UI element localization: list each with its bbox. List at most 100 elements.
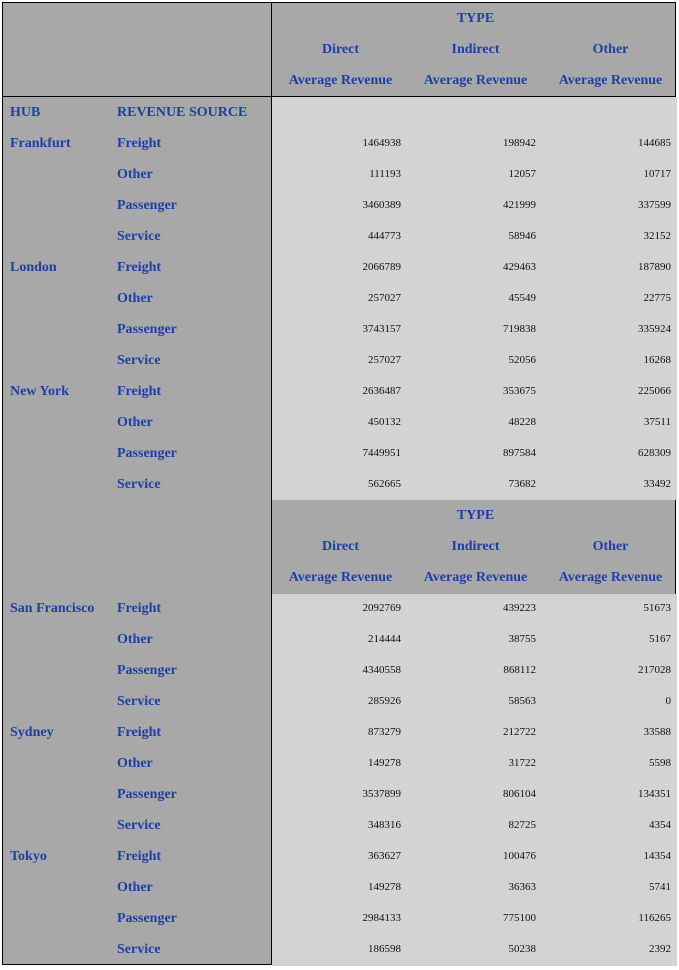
row-hub: Frankfurt <box>10 136 71 151</box>
row-hub <box>10 903 117 934</box>
cell-other: 4354 <box>649 819 671 831</box>
cell-other: 16268 <box>643 354 672 366</box>
cell-indirect: 73682 <box>508 478 537 490</box>
cell-indirect: 868112 <box>503 664 536 676</box>
row-revenue-source: Other <box>117 632 153 647</box>
cell-indirect: 36363 <box>508 881 537 893</box>
row-hub <box>10 686 117 717</box>
cell-other: 33588 <box>643 726 672 738</box>
row-hub: Sydney <box>10 725 54 740</box>
cell-direct: 363627 <box>368 850 401 862</box>
data-panel-2 <box>272 594 677 966</box>
header-other-2: Other <box>592 539 629 554</box>
cell-indirect: 421999 <box>503 199 536 211</box>
cell-other: 335924 <box>638 323 671 335</box>
row-revenue-source: Service <box>117 942 161 957</box>
cell-other: 2392 <box>649 943 671 955</box>
row-hub <box>10 159 117 190</box>
cell-direct: 4340558 <box>362 664 402 676</box>
row-revenue-source: Passenger <box>117 446 177 461</box>
cell-other: 32152 <box>643 230 672 242</box>
cell-indirect: 806104 <box>503 788 536 800</box>
row-hub: Tokyo <box>10 849 47 864</box>
row-hub <box>10 872 117 903</box>
cell-other: 51673 <box>643 602 672 614</box>
row-hub <box>10 407 117 438</box>
header-measure-indirect-2: Average Revenue <box>423 570 528 585</box>
cell-indirect: 82725 <box>508 819 537 831</box>
header-indirect-2: Indirect <box>451 539 500 554</box>
header-measure-other: Average Revenue <box>558 73 663 88</box>
row-revenue-source: Other <box>117 756 153 771</box>
cell-indirect: 48228 <box>508 416 537 428</box>
cell-direct: 562665 <box>368 478 401 490</box>
header-other: Other <box>592 42 629 57</box>
cell-direct: 111193 <box>369 168 401 180</box>
cell-indirect: 719838 <box>503 323 536 335</box>
row-revenue-source: Service <box>117 353 161 368</box>
row-revenue-source: Passenger <box>117 198 177 213</box>
row-hub <box>10 810 117 841</box>
cell-indirect: 353675 <box>503 385 536 397</box>
row-revenue-source: Freight <box>117 601 162 616</box>
cell-direct: 2984133 <box>362 912 402 924</box>
cell-direct: 186598 <box>368 943 401 955</box>
row-hub <box>10 283 117 314</box>
cell-indirect: 429463 <box>503 261 536 273</box>
header-hub: HUB <box>10 105 41 120</box>
stub-divider <box>271 3 272 964</box>
cell-direct: 3537899 <box>362 788 402 800</box>
row-revenue-source: Freight <box>117 384 162 399</box>
cell-indirect: 100476 <box>503 850 536 862</box>
row-revenue-source: Other <box>117 167 153 182</box>
row-revenue-source: Passenger <box>117 787 177 802</box>
header-measure-other-2: Average Revenue <box>558 570 663 585</box>
row-hub <box>10 934 117 965</box>
cell-direct: 450132 <box>368 416 401 428</box>
header-revenue-source: REVENUE SOURCE <box>117 105 248 120</box>
cell-direct: 873279 <box>368 726 401 738</box>
cell-direct: 2636487 <box>362 385 402 397</box>
row-revenue-source: Freight <box>117 725 162 740</box>
row-hub <box>10 314 117 345</box>
cell-other: 0 <box>665 695 672 707</box>
header-indirect: Indirect <box>451 42 500 57</box>
cell-other: 5167 <box>649 633 671 645</box>
cell-other: 22775 <box>643 292 672 304</box>
header-type-2: TYPE <box>456 508 495 523</box>
cell-other: 14354 <box>643 850 672 862</box>
header-type: TYPE <box>456 11 495 26</box>
row-hub <box>10 190 117 221</box>
cell-direct: 3743157 <box>362 323 402 335</box>
row-hub <box>10 655 117 686</box>
cell-indirect: 439223 <box>503 602 536 614</box>
row-hub: London <box>10 260 57 275</box>
row-revenue-source: Passenger <box>117 322 177 337</box>
cell-other: 217028 <box>638 664 671 676</box>
row-hub <box>10 438 117 469</box>
cell-indirect: 212722 <box>503 726 536 738</box>
cell-other: 10717 <box>643 168 672 180</box>
cell-indirect: 52056 <box>508 354 537 366</box>
row-hub <box>10 345 117 376</box>
cell-other: 187890 <box>638 261 671 273</box>
row-hub <box>10 469 117 500</box>
header-divider <box>3 96 675 97</box>
header-measure-indirect: Average Revenue <box>423 73 528 88</box>
cell-direct: 2092769 <box>362 602 402 614</box>
header-direct-2: Direct <box>321 539 360 554</box>
cell-direct: 3460389 <box>362 199 402 211</box>
cell-other: 5741 <box>649 881 671 893</box>
cell-other: 5598 <box>649 757 671 769</box>
row-revenue-source: Freight <box>117 260 162 275</box>
cell-direct: 285926 <box>368 695 401 707</box>
row-revenue-source: Service <box>117 477 161 492</box>
row-revenue-source: Passenger <box>117 911 177 926</box>
cell-direct: 444773 <box>368 230 401 242</box>
cell-indirect: 31722 <box>508 757 537 769</box>
row-revenue-source: Passenger <box>117 663 177 678</box>
cell-direct: 7449951 <box>362 447 402 459</box>
cell-other: 337599 <box>638 199 671 211</box>
row-hub <box>10 624 117 655</box>
row-hub <box>10 779 117 810</box>
